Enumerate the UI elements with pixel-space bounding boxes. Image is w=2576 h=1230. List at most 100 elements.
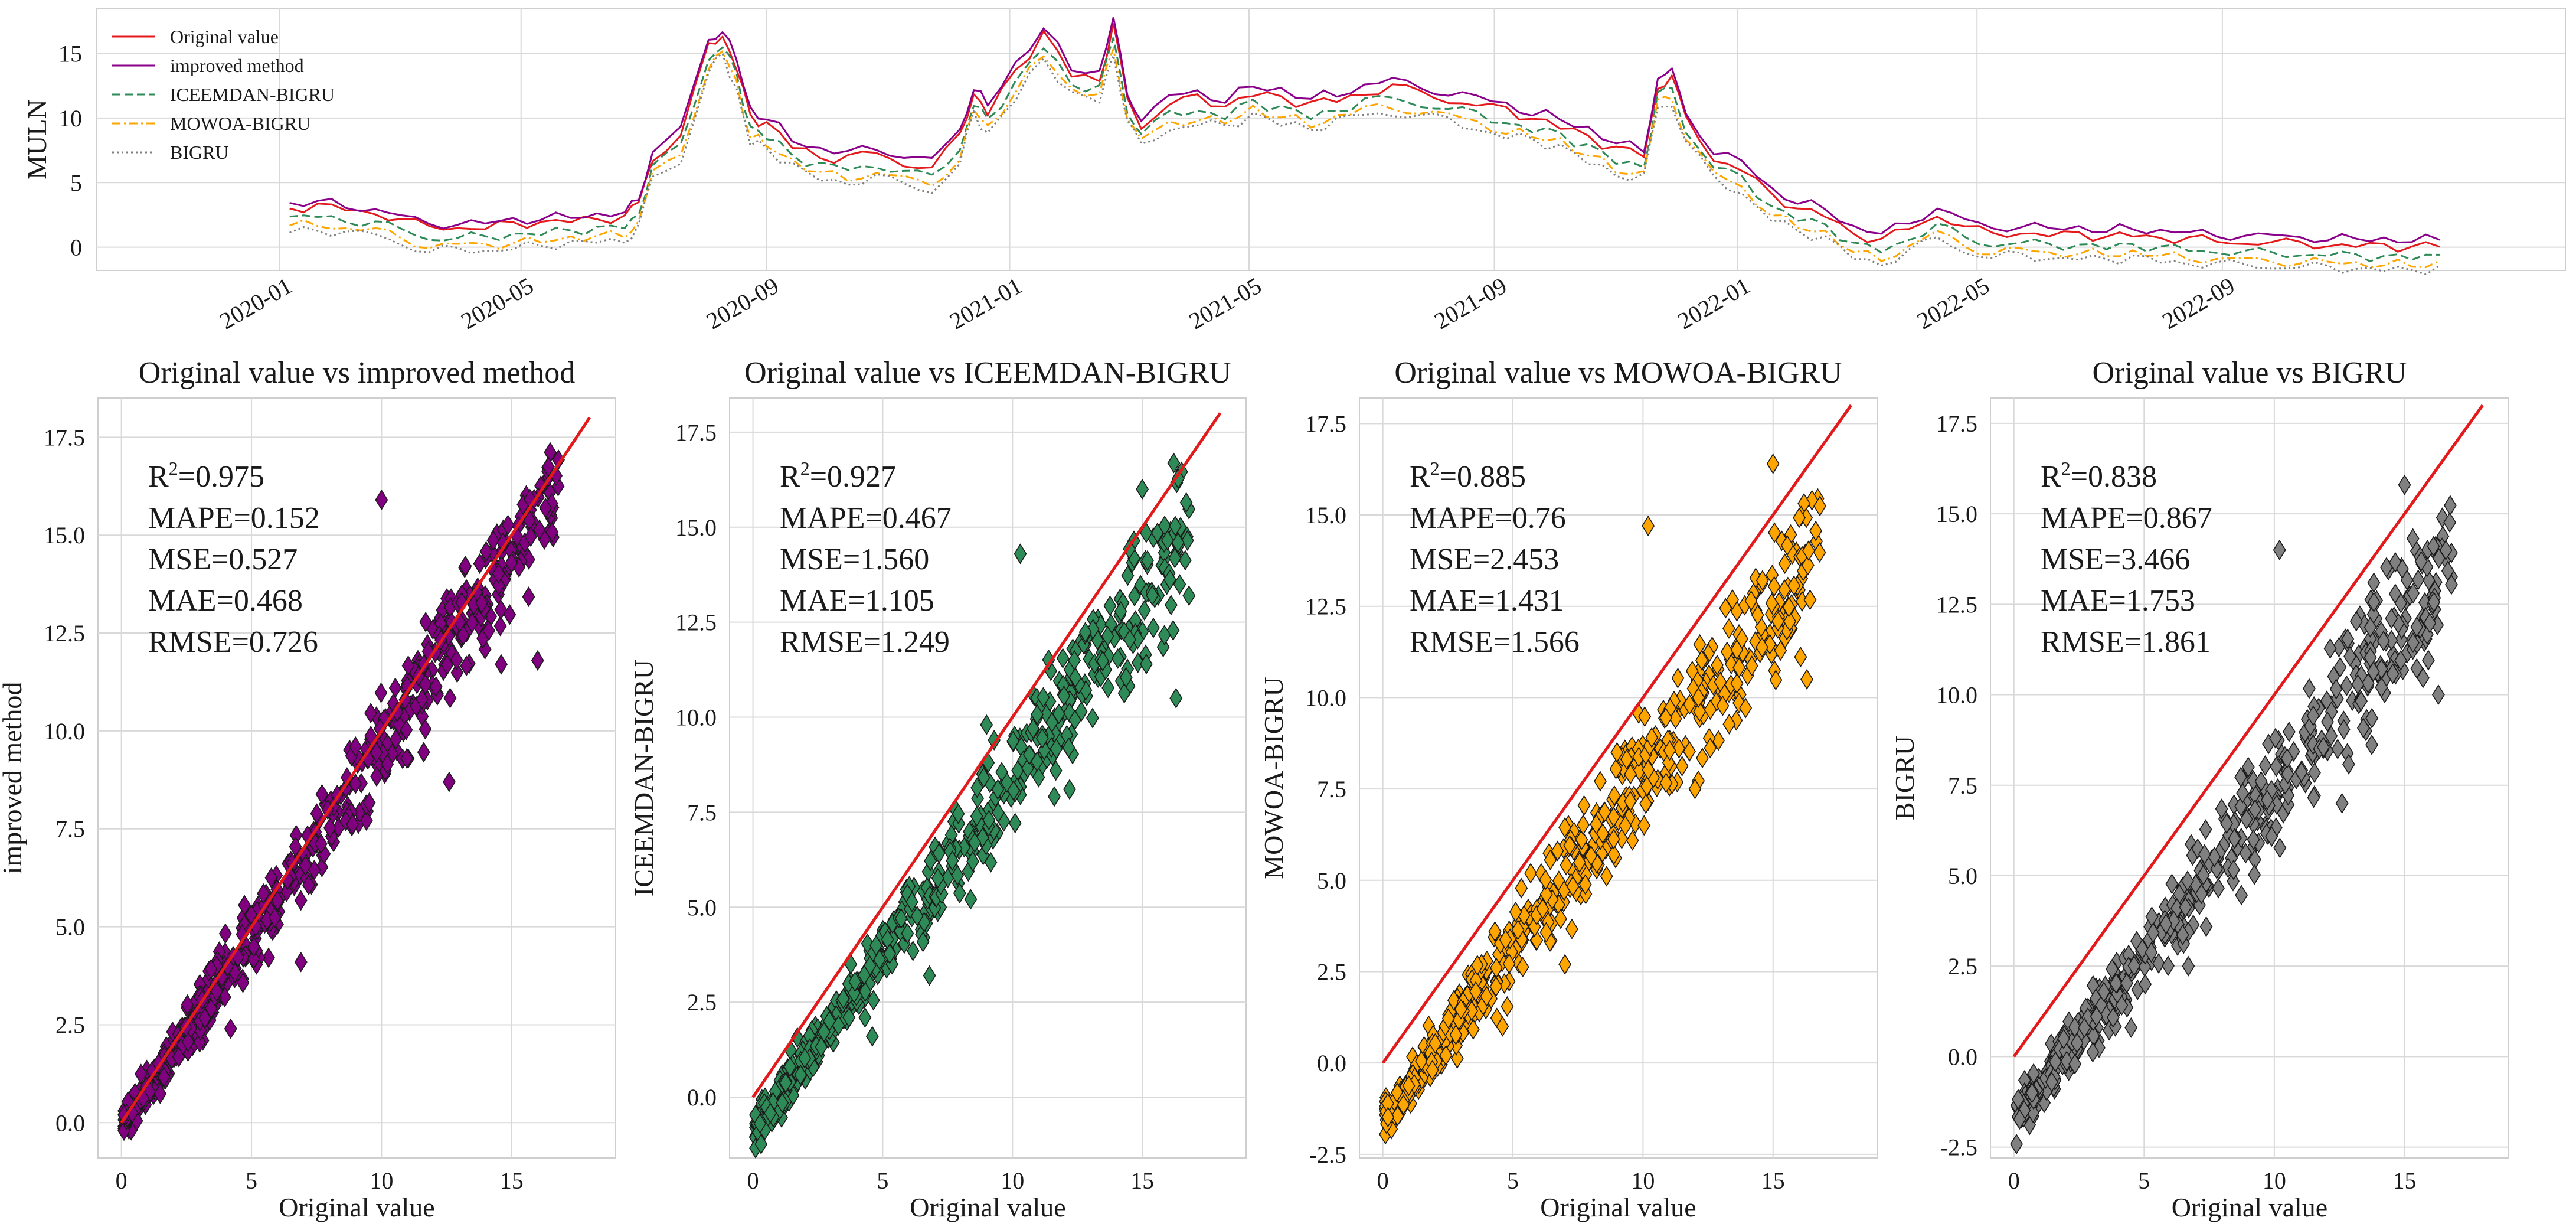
metric-r2-equals: = xyxy=(2071,460,2088,494)
scatter-point xyxy=(1610,742,1624,763)
scatter-point xyxy=(869,935,883,956)
scatter-point xyxy=(181,1031,195,1052)
scatter-x-tick-label: 0 xyxy=(1377,1167,1389,1194)
scatter-point xyxy=(2282,721,2296,742)
scatter-y-tick-label: 17.5 xyxy=(1936,410,1977,437)
scatter-point xyxy=(1086,707,1099,729)
scatter-point xyxy=(2078,1017,2091,1038)
scatter-y-tick-label: 15.0 xyxy=(1305,502,1346,528)
scatter-point xyxy=(2349,611,2363,632)
scatter-point xyxy=(1137,600,1151,621)
scatter-point xyxy=(522,586,535,608)
scatter-title: Original value vs BIGRU xyxy=(2093,356,2407,390)
metric-line: MAPE=0.867 xyxy=(2041,501,2212,535)
scatter-point xyxy=(867,990,880,1011)
scatter-point xyxy=(1539,883,1553,905)
scatter-point xyxy=(1609,758,1623,779)
scatter-point xyxy=(346,814,359,835)
scatter-point xyxy=(2025,1082,2039,1104)
scatter-point xyxy=(2106,1007,2120,1028)
scatter-point xyxy=(1037,687,1050,708)
scatter-point xyxy=(522,549,535,570)
scatter-point xyxy=(1756,637,1768,658)
scatter-point xyxy=(952,803,965,824)
scatter-point xyxy=(2176,924,2189,945)
scatter-point xyxy=(181,994,194,1015)
metric-r2-value: 0.975 xyxy=(195,460,264,494)
scatter-point xyxy=(2235,885,2248,906)
scatter-point xyxy=(2152,952,2165,974)
scatter-y-axis-label: ICEEMDAN-BIGRU xyxy=(629,660,659,896)
scatter-point xyxy=(2049,1051,2062,1072)
scatter-point xyxy=(1794,647,1807,668)
scatter-x-axis-label: Original value xyxy=(279,1192,434,1222)
scatter-point xyxy=(2127,955,2141,977)
scatter-point xyxy=(1626,830,1639,851)
scatter-point xyxy=(1489,957,1503,978)
scatter-point xyxy=(1767,576,1781,597)
scatter-point xyxy=(753,1113,767,1134)
scatter-point xyxy=(2181,870,2194,892)
scatter-point xyxy=(1086,619,1100,640)
scatter-point xyxy=(1078,622,1092,643)
scatter-point xyxy=(1554,908,1567,929)
scatter-point xyxy=(2385,629,2398,651)
scatter-point xyxy=(2335,792,2349,814)
scatter-y-tick-label: 10.0 xyxy=(675,704,717,731)
scatter-point xyxy=(2333,657,2347,678)
scatter-point xyxy=(153,1083,167,1104)
scatter-point xyxy=(1131,652,1145,673)
scatter-y-axis-label: MOWOA-BIGRU xyxy=(1258,677,1289,879)
legend-label: Original value xyxy=(170,26,279,47)
scatter-point xyxy=(2423,612,2437,634)
scatter-point xyxy=(1539,922,1553,943)
scatter-point xyxy=(971,788,985,809)
timeseries-x-tick-label: 2020-01 xyxy=(215,272,296,335)
scatter-point xyxy=(2248,864,2261,885)
scatter-point xyxy=(224,1018,237,1039)
scatter-point xyxy=(545,521,559,543)
scatter-x-tick-label: 5 xyxy=(2138,1167,2150,1194)
scatter-point xyxy=(2325,725,2338,746)
scatter-point xyxy=(492,575,505,596)
scatter-point xyxy=(1672,738,1686,759)
scatter-point xyxy=(2241,756,2255,778)
scatter-point xyxy=(1600,866,1613,887)
scatter-point xyxy=(2057,1028,2070,1049)
scatter-point xyxy=(221,955,234,977)
scatter-point xyxy=(1719,598,1732,619)
scatter-point xyxy=(1598,801,1611,823)
scatter-point xyxy=(501,514,515,536)
scatter-point xyxy=(2254,771,2268,792)
scatter-point xyxy=(1763,634,1777,655)
scatter-point xyxy=(289,836,302,857)
scatter-y-tick-label: 2.5 xyxy=(1948,953,1977,980)
metric-line: MAPE=0.152 xyxy=(148,501,320,535)
metric-r2: R2=0.885 xyxy=(1410,458,1526,494)
scatter-point xyxy=(294,951,308,973)
scatter-point xyxy=(1662,752,1675,774)
scatter-point xyxy=(2195,883,2208,905)
scatter-y-tick-label: 17.5 xyxy=(675,419,717,446)
scatter-point xyxy=(2394,592,2408,614)
scatter-point xyxy=(1671,667,1685,689)
scatter-point xyxy=(910,905,924,926)
scatter-y-tick-label: -2.5 xyxy=(1940,1134,1977,1161)
scatter-point xyxy=(1771,611,1784,632)
scatter-point xyxy=(1032,766,1045,788)
scatter-point xyxy=(247,948,260,970)
scatter-y-tick-label: 12.5 xyxy=(44,620,85,647)
scatter-point xyxy=(2136,939,2149,960)
identity-line xyxy=(2012,404,2484,1058)
scatter-point xyxy=(1739,697,1753,719)
scatter-point xyxy=(1156,637,1170,658)
scatter-point xyxy=(1428,1033,1442,1054)
metric-r2: R2=0.975 xyxy=(148,458,264,494)
scatter-point xyxy=(1031,704,1044,725)
scatter-point xyxy=(531,650,544,671)
scatter-point xyxy=(1778,553,1792,575)
scatter-point xyxy=(193,1032,207,1053)
scatter-point xyxy=(1637,815,1651,836)
scatter-y-tick-label: 15.0 xyxy=(44,522,85,549)
scatter-x-tick-label: 15 xyxy=(1130,1167,1154,1194)
